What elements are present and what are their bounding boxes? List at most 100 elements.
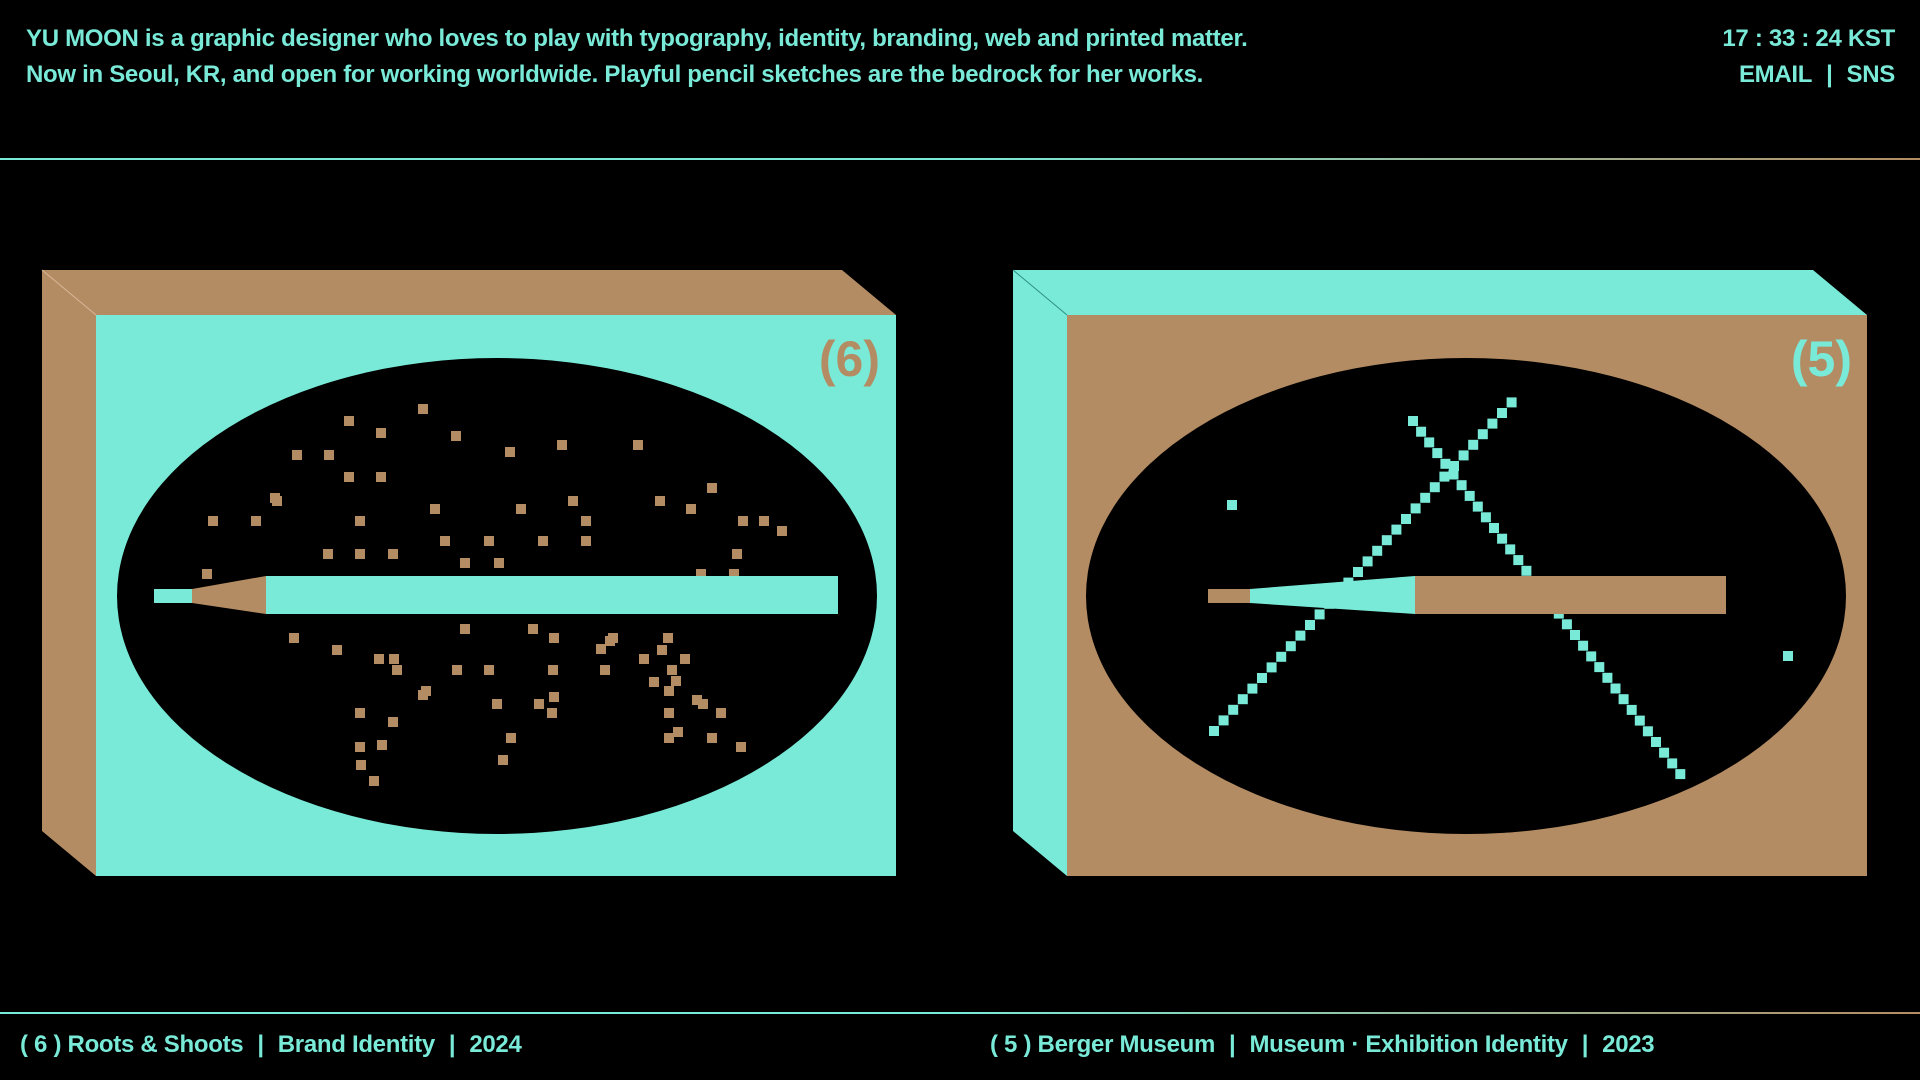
pixel-dot [1295, 630, 1306, 641]
pixel-dot [376, 472, 386, 482]
pixel-dot [1257, 673, 1267, 683]
box-edge [1012, 269, 1068, 316]
pixel-dot [568, 496, 578, 506]
pixel-dot [1561, 619, 1572, 630]
pixel-dot [1276, 651, 1287, 662]
pencil-lead [154, 589, 192, 603]
pixel-dot [324, 450, 334, 460]
pixel-dot [716, 708, 726, 718]
project-title: ( 5 ) Berger Museum [990, 1031, 1216, 1058]
pixel-dot [707, 483, 717, 493]
pixel-dot [732, 549, 742, 559]
pixel-dot [1381, 535, 1392, 546]
pencil-body [1415, 576, 1726, 614]
pixel-dot [692, 695, 702, 705]
pixel-dot [1449, 461, 1459, 471]
pixel-dot [664, 708, 674, 718]
pixel-dot [452, 665, 462, 675]
pixel-dot [1372, 545, 1383, 556]
pixel-dot [1468, 439, 1479, 450]
caption-separator: | [257, 1031, 264, 1058]
pixel-dot [1651, 737, 1661, 747]
pixel-dot [1416, 426, 1427, 437]
project-5-artwork[interactable]: (5) [0, 0, 1920, 1012]
pixel-dot [671, 676, 681, 686]
project-6-artwork[interactable]: (6) [0, 0, 960, 1012]
pixel-dot [355, 708, 365, 718]
box-side-face [42, 270, 96, 876]
box-edge [41, 269, 97, 316]
pixel-dot [549, 692, 559, 702]
pixel-dot [1626, 704, 1637, 715]
project-6-number-label: (6) [819, 331, 880, 387]
pixel-dot [581, 536, 591, 546]
pixel-dot [1480, 512, 1491, 523]
bottom-divider [0, 1012, 1920, 1014]
pixel-dot [1353, 567, 1363, 577]
pixel-dot [600, 665, 610, 675]
pixel-dot [549, 633, 559, 643]
intro-line-1: YU MOON is a graphic designer who loves … [26, 25, 1248, 52]
pixel-dot [707, 733, 717, 743]
crossing-dot-lines [1209, 397, 1793, 780]
pixel-dot [657, 645, 667, 655]
pixel-dot [498, 755, 508, 765]
pixel-dot [344, 416, 354, 426]
box-top-face [1013, 270, 1867, 315]
pixel-dot [655, 496, 665, 506]
caption-separator: | [1581, 1031, 1589, 1058]
pixel-dot [729, 569, 739, 579]
pixel-dot [356, 760, 366, 770]
pixel-dot [451, 431, 461, 441]
pixel-dot [1634, 715, 1645, 726]
pixel-dot [289, 633, 299, 643]
pixel-dot [633, 440, 643, 450]
pixel-dot [605, 636, 615, 646]
project-5-caption[interactable]: ( 5 ) Berger Museum | Museum · Exhibition … [990, 1027, 1655, 1063]
pixel-dot [667, 665, 677, 675]
pixel-dot [1513, 555, 1524, 566]
pixel-dot [581, 516, 591, 526]
pixel-dot [1783, 651, 1793, 661]
pixel-dot [1477, 429, 1488, 440]
pixel-dot [292, 450, 302, 460]
pixel-dot [1228, 704, 1239, 715]
pixel-dot [1497, 533, 1508, 544]
pixel-dot [492, 699, 502, 709]
scattered-dots [202, 404, 787, 786]
sns-link[interactable]: SNS [1846, 61, 1896, 88]
pixel-dot [1642, 726, 1653, 737]
pixel-dot [355, 549, 365, 559]
pixel-dot [392, 665, 402, 675]
pixel-dot [1424, 437, 1435, 448]
project-6-caption[interactable]: ( 6 ) Roots & Shoots | Brand Identity | 2024 [20, 1027, 522, 1063]
pixel-dot [1218, 715, 1229, 726]
contact-separator: | [1826, 61, 1833, 88]
pixel-dot [355, 516, 365, 526]
pixel-dot [1285, 641, 1296, 652]
pixel-dot [484, 665, 494, 675]
pixel-dot [1521, 565, 1532, 576]
email-link[interactable]: EMAIL [1738, 61, 1813, 88]
pixel-dot [736, 742, 746, 752]
pixel-dot [673, 727, 683, 737]
pixel-dot [548, 665, 558, 675]
pixel-dot [639, 654, 649, 664]
pixel-dot [1570, 630, 1580, 640]
pixel-dot [1594, 662, 1605, 673]
pixel-dot [1314, 609, 1325, 620]
pixel-dot [1586, 651, 1597, 662]
pixel-dot [323, 549, 333, 559]
contact-links: EMAIL | SNS [1722, 57, 1895, 93]
pixel-dot [1578, 640, 1589, 651]
pixel-dot [528, 624, 538, 634]
project-category: Museum · Exhibition Identity [1249, 1031, 1568, 1058]
pixel-dot [332, 645, 342, 655]
caption-separator: | [1229, 1031, 1236, 1058]
pixel-dot [440, 536, 450, 546]
pixel-dot [696, 569, 706, 579]
pixel-dot [505, 447, 515, 457]
pixel-dot [494, 558, 504, 568]
pixel-dot [1227, 500, 1237, 510]
pixel-dot [1266, 662, 1277, 673]
